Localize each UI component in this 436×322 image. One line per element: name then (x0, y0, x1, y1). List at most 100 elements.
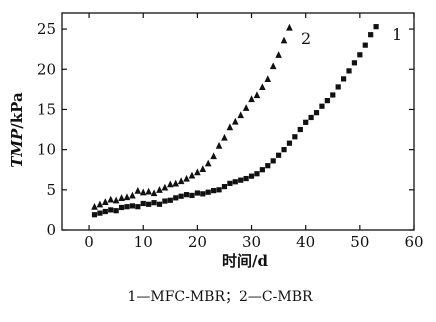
series-1-point-49 (357, 52, 363, 58)
series-2-point-17 (183, 174, 190, 182)
series-1-point-39 (303, 119, 309, 125)
series-2-point-22 (210, 152, 217, 160)
y-tick-label-5: 25 (37, 20, 56, 38)
series-1-point-20 (200, 191, 206, 197)
series-1-point-19 (194, 190, 200, 196)
series-2-point-31 (259, 83, 266, 91)
x-axis-title: 时间/d (222, 252, 268, 270)
series-1-point-1 (97, 210, 103, 216)
y-axis-title-italic: TMP (8, 128, 26, 168)
series-1-point-12 (156, 201, 163, 207)
series-1-point-47 (346, 68, 352, 74)
series-2-point-15 (172, 179, 180, 187)
series-1-point-25 (227, 180, 233, 186)
series-1-point-14 (167, 197, 173, 203)
y-axis-title-unit: /kPa (8, 92, 26, 129)
y-tick-label-0: 0 (46, 221, 56, 239)
series-2-point-30 (253, 91, 261, 99)
series-2-point-10 (145, 187, 152, 195)
series-1-point-8 (135, 204, 141, 210)
data-marks (91, 23, 379, 218)
y-tick-label-1: 5 (46, 181, 56, 199)
series-2-point-1 (96, 200, 104, 208)
series-2-point-19 (194, 168, 201, 176)
series-2-point-6 (123, 193, 131, 201)
series-1-point-41 (313, 110, 320, 116)
series-1-point-43 (324, 98, 330, 104)
series-2-point-33 (269, 62, 277, 70)
x-tick-label-6: 60 (404, 233, 423, 251)
series-1-point-37 (292, 134, 298, 140)
series-1-point-10 (146, 201, 152, 207)
x-tick-label-1: 10 (134, 233, 153, 251)
series-1-point-26 (232, 179, 238, 185)
series-2-point-3 (107, 195, 115, 203)
series-2-point-12 (156, 186, 163, 193)
axes: 0 10 20 30 40 50 60 0 5 10 15 20 25 (37, 12, 424, 251)
series-1-point-50 (362, 42, 368, 48)
series-1-point-9 (140, 200, 146, 207)
series-1-point-15 (173, 195, 179, 201)
series-2-point-18 (188, 171, 196, 179)
chart-caption: 1—MFC-MBR；2—C-MBR (127, 289, 313, 305)
x-tick-label-4: 40 (296, 233, 315, 251)
series-2-point-14 (167, 180, 174, 188)
series-2-point-27 (237, 111, 245, 119)
series-2-point-20 (199, 165, 207, 173)
x-tick-label-5: 50 (350, 233, 369, 251)
y-axis-title: TMP/kPa (8, 92, 26, 168)
series-1-point-11 (151, 200, 157, 206)
series-2-point-34 (275, 51, 282, 58)
series-1-point-5 (118, 204, 125, 211)
series-2-point-13 (161, 183, 169, 191)
series-1-point-48 (351, 60, 358, 66)
series-1-point-36 (286, 140, 293, 146)
series-1-point-6 (124, 204, 130, 210)
y-tick-label-3: 15 (37, 100, 56, 118)
series-1-point-35 (281, 147, 287, 153)
series-2-point-8 (134, 186, 142, 194)
x-tick-label-3: 30 (242, 233, 261, 251)
series-1-point-4 (113, 208, 119, 214)
series-1-point-29 (248, 173, 255, 179)
series-2-point-16 (177, 177, 185, 185)
series-1-point-42 (319, 103, 325, 109)
series-2-point-36 (286, 23, 293, 31)
series-2-point-4 (112, 196, 120, 204)
series-1-point-31 (259, 167, 265, 173)
series-1-point-44 (330, 92, 336, 98)
series-2 (91, 23, 293, 210)
series-1-point-18 (189, 192, 195, 199)
series-1-point-40 (308, 114, 314, 121)
y-tick-label-4: 20 (37, 60, 56, 78)
series-2-point-2 (102, 198, 109, 205)
series-1-point-52 (373, 24, 379, 30)
series-1-point-22 (211, 188, 217, 194)
series-1-point-23 (216, 187, 222, 193)
series-1-point-13 (162, 198, 168, 204)
plot-frame (61, 12, 415, 231)
x-tick-label-2: 20 (188, 233, 207, 251)
series-1-point-33 (270, 158, 276, 164)
series-2-point-7 (129, 191, 136, 199)
series-2-point-0 (91, 202, 98, 210)
series-1-point-46 (341, 76, 347, 82)
y-tick-label-2: 10 (37, 141, 56, 159)
series-1-point-7 (129, 203, 135, 209)
series-1-point-24 (221, 184, 228, 190)
series-1-point-0 (91, 212, 98, 218)
series-2-point-9 (139, 188, 147, 196)
series-2-point-32 (264, 75, 272, 83)
series-1-point-16 (178, 193, 184, 199)
series-1 (91, 24, 379, 218)
series-2-point-5 (118, 194, 125, 201)
series-1-point-2 (102, 208, 108, 215)
series-2-point-21 (204, 159, 212, 167)
series-label-2: 2 (301, 29, 311, 48)
series-1-point-45 (335, 84, 341, 90)
series-2-point-11 (150, 189, 158, 197)
series-2-point-24 (221, 133, 228, 141)
series-1-point-32 (265, 163, 271, 169)
series-2-point-23 (215, 141, 223, 149)
